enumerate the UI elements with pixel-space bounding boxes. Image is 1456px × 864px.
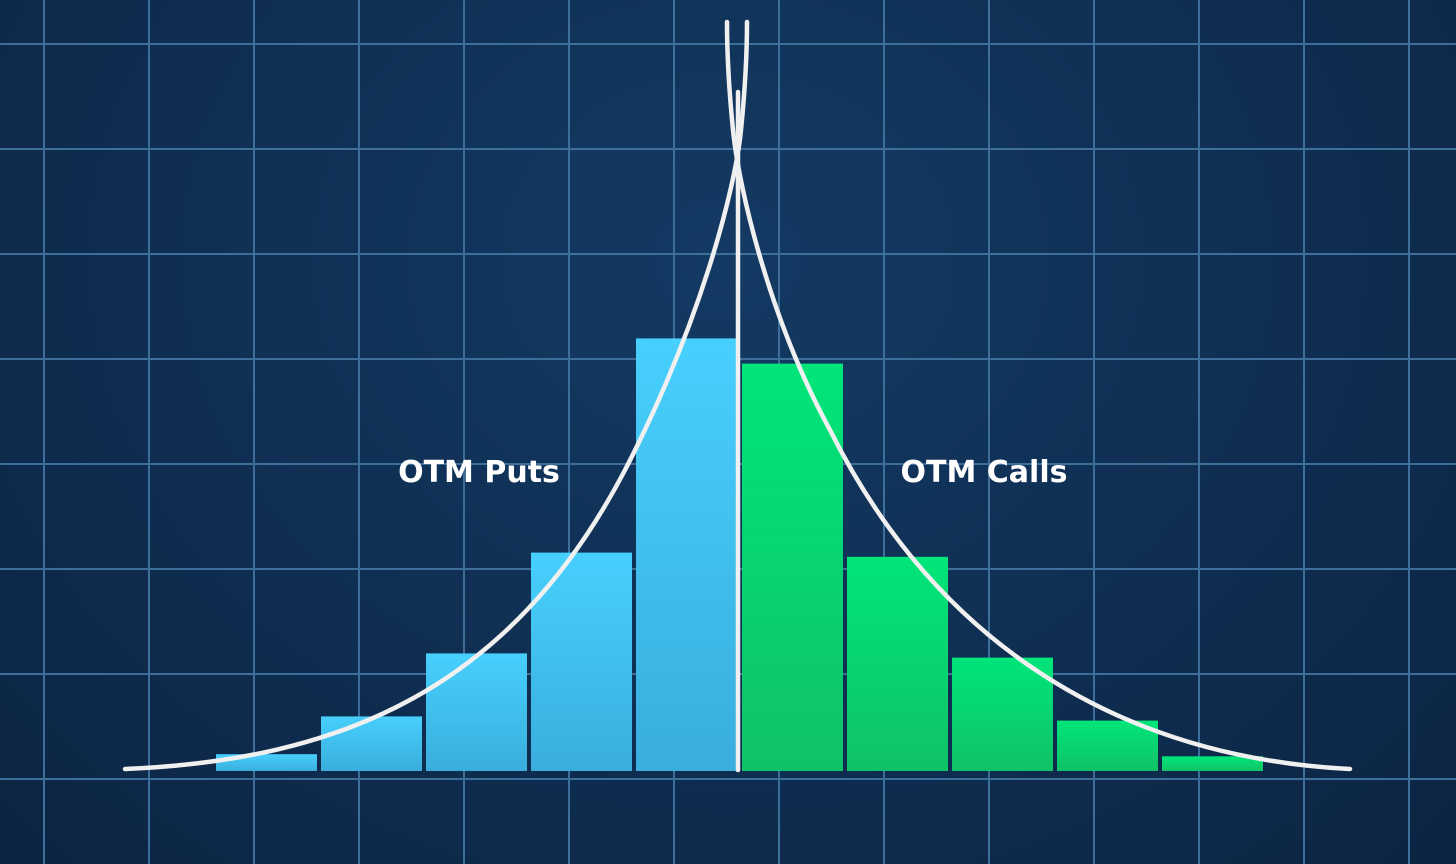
bar-otm-call-1	[742, 363, 843, 771]
left-curve	[122, 19, 750, 772]
bar-otm-put-1	[636, 338, 737, 771]
bars-group	[216, 338, 1263, 771]
bar-otm-call-5	[1162, 756, 1263, 771]
right-curve	[724, 19, 1353, 772]
bar-otm-put-3	[426, 653, 527, 771]
distribution-curves	[122, 19, 1353, 773]
bar-otm-call-4	[1057, 720, 1158, 771]
bar-otm-put-4	[321, 716, 422, 771]
otm-calls-label: OTM Calls	[901, 455, 1068, 490]
otm-puts-label: OTM Puts	[398, 455, 560, 490]
bar-otm-call-2	[847, 556, 948, 771]
bar-otm-call-3	[952, 657, 1053, 771]
